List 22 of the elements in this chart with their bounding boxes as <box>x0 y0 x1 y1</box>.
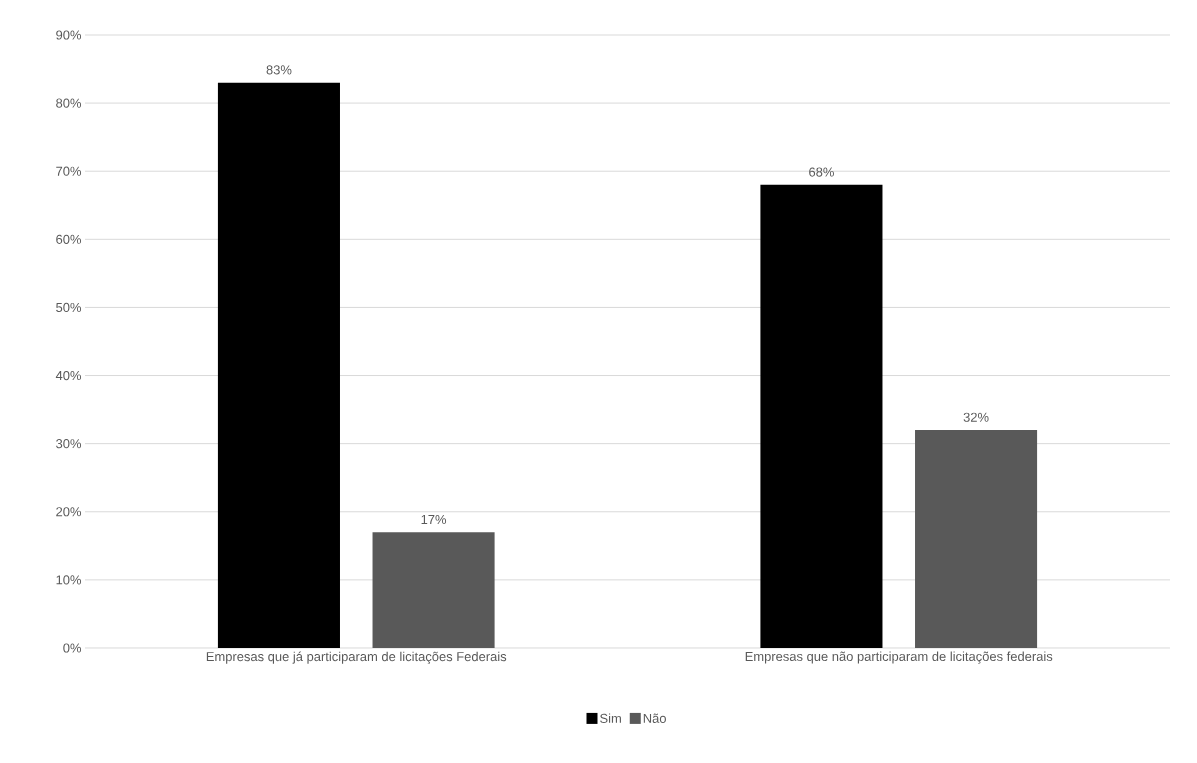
data-label: 17% <box>421 514 447 524</box>
bar <box>915 430 1038 648</box>
y-tick-label: 80% <box>56 98 82 108</box>
y-tick-label: 10% <box>56 575 82 585</box>
legend-label: Sim <box>600 713 621 723</box>
bar <box>760 184 883 648</box>
y-tick-label: 40% <box>55 370 82 381</box>
y-tick-label: 50% <box>56 302 82 313</box>
bar <box>217 82 340 648</box>
y-tick-label: 30% <box>56 439 82 449</box>
y-tick-label: 70% <box>56 166 82 176</box>
y-tick-label: 0% <box>63 643 82 653</box>
y-tick-label: 20% <box>56 507 82 517</box>
data-label: 32% <box>963 412 989 422</box>
x-tick-label: Empresas que não participaram de licitações federais <box>745 651 1053 664</box>
bar <box>372 532 495 648</box>
data-label: 68% <box>809 167 834 177</box>
y-tick-label: 60% <box>56 234 82 244</box>
legend-label: Não <box>643 713 666 723</box>
x-tick-label: Empresas que já participaram de licitações Federais <box>206 651 507 664</box>
y-tick-label: 90% <box>56 30 82 40</box>
data-label: 83% <box>266 65 292 75</box>
